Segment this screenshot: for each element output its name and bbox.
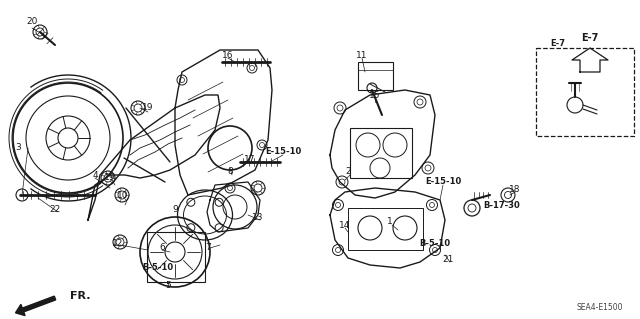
Bar — [358, 62, 393, 90]
Text: E-7: E-7 — [550, 39, 566, 48]
Text: E-15-10: E-15-10 — [425, 177, 461, 187]
Text: 20: 20 — [26, 18, 38, 26]
Text: 19: 19 — [104, 174, 116, 182]
Text: 15: 15 — [369, 91, 381, 100]
Text: 4: 4 — [92, 170, 98, 180]
Text: 6: 6 — [159, 243, 165, 253]
Text: 9: 9 — [172, 205, 178, 214]
Text: 19: 19 — [142, 103, 154, 113]
Text: 3: 3 — [15, 144, 21, 152]
Text: B-5-10: B-5-10 — [143, 263, 173, 272]
Text: 7: 7 — [205, 243, 211, 253]
Text: 10: 10 — [117, 190, 129, 199]
Text: 14: 14 — [339, 220, 351, 229]
Text: E-7: E-7 — [581, 33, 598, 43]
Text: 17: 17 — [244, 155, 256, 165]
Text: B-5-10: B-5-10 — [419, 239, 451, 248]
Text: 21: 21 — [442, 256, 454, 264]
Text: 13: 13 — [252, 213, 264, 222]
Text: 11: 11 — [356, 50, 368, 60]
Text: 8: 8 — [227, 167, 233, 176]
Bar — [536, 48, 634, 136]
FancyArrow shape — [15, 296, 56, 315]
Text: 5: 5 — [165, 280, 171, 290]
Text: 18: 18 — [509, 186, 521, 195]
Text: 2: 2 — [345, 167, 351, 176]
Bar — [348, 208, 423, 250]
Text: B-17-30: B-17-30 — [484, 201, 520, 210]
Bar — [350, 128, 412, 178]
Text: 16: 16 — [222, 50, 234, 60]
Text: 1: 1 — [387, 218, 393, 226]
Text: 22: 22 — [49, 205, 61, 214]
Text: 12: 12 — [112, 239, 124, 248]
Text: SEA4-E1500: SEA4-E1500 — [577, 302, 623, 311]
Text: FR.: FR. — [70, 291, 90, 301]
Text: E-15-10: E-15-10 — [265, 147, 301, 157]
Bar — [147, 232, 205, 282]
